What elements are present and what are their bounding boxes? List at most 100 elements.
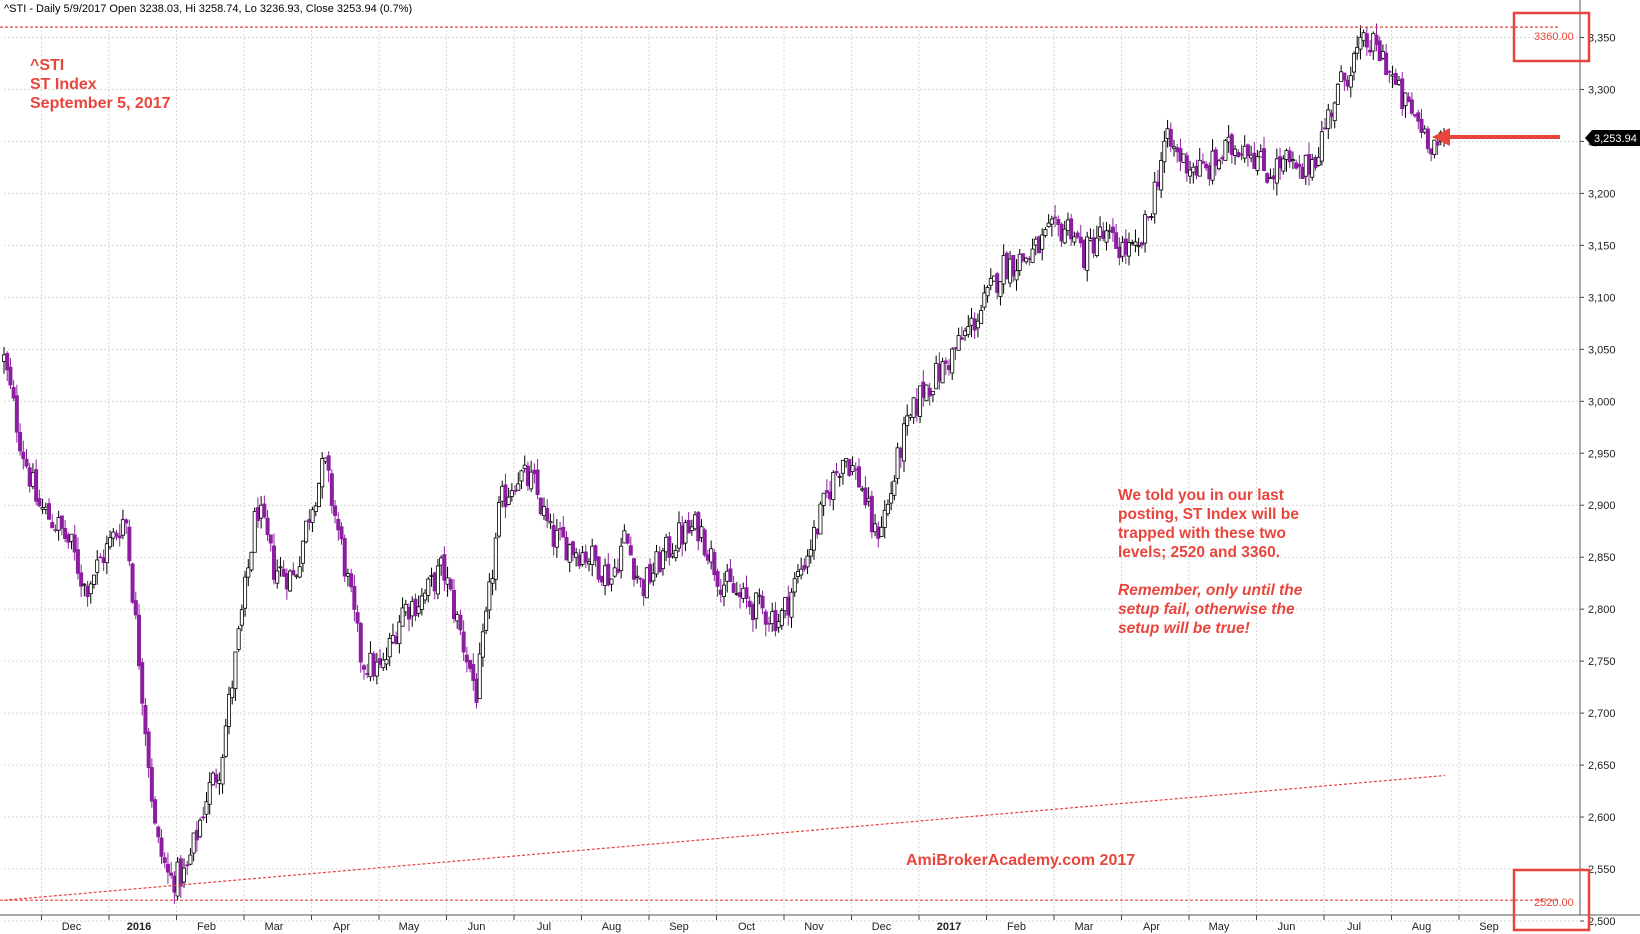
candle-body [310, 509, 315, 523]
candle-body [1316, 156, 1321, 166]
candle-body [381, 659, 386, 669]
candle-body [226, 694, 231, 727]
candle-body [1223, 139, 1228, 161]
candle-body [1037, 236, 1042, 254]
candle-body [153, 799, 158, 824]
candle-body [853, 468, 858, 471]
candle-body [1188, 169, 1193, 177]
candle-body [779, 610, 784, 626]
candle-body [866, 497, 871, 502]
candle-body [423, 592, 428, 601]
candle-body [715, 571, 720, 587]
candle-body [394, 635, 399, 644]
level-low-label: 2520.00 [1534, 897, 1574, 909]
candle-body [63, 527, 68, 539]
candle-body [786, 596, 791, 616]
y-tick-label: 3,100 [1588, 292, 1616, 304]
candle-body [1165, 128, 1170, 140]
x-tick-label: Nov [804, 921, 824, 933]
candle-body [545, 507, 550, 521]
candle-body [551, 525, 556, 547]
candle-body [930, 390, 935, 396]
candle-body [1098, 226, 1103, 237]
candle-body [982, 292, 987, 308]
candle-body [1024, 257, 1029, 263]
candle-body [532, 469, 537, 475]
candle-body [1390, 74, 1395, 77]
y-tick-label: 2,500 [1588, 916, 1616, 928]
candle-body [725, 570, 730, 582]
candle-body [1242, 145, 1247, 159]
candle-body [638, 577, 643, 580]
candle-body [429, 575, 434, 577]
x-tick-label: Aug [602, 921, 622, 933]
candle-body [204, 801, 209, 815]
candle-body [947, 364, 952, 371]
candle-body [596, 556, 601, 580]
candle-body [1027, 257, 1032, 260]
candle-body [548, 521, 553, 524]
candle-body [1001, 255, 1006, 285]
x-tick-label: Mar [1075, 921, 1094, 933]
candle-body [1049, 218, 1054, 225]
candle-body [284, 573, 289, 590]
candle-body [361, 665, 366, 670]
candle-body [1220, 157, 1225, 160]
candle-body [419, 595, 424, 610]
x-tick-label: Feb [1007, 921, 1026, 933]
candle-body [130, 563, 135, 603]
candle-body [1329, 112, 1334, 117]
candle-body [574, 552, 579, 558]
candle-body [558, 528, 563, 530]
candle-body [236, 628, 241, 650]
candle-body [8, 366, 13, 386]
candle-body [702, 529, 707, 556]
candle-body [667, 536, 672, 558]
candle-body [1210, 150, 1215, 181]
candle-body [262, 503, 267, 518]
candle-body [43, 506, 48, 510]
candle-body [1178, 148, 1183, 162]
candle-body [1352, 53, 1357, 73]
candle-body [747, 600, 752, 608]
candle-body [14, 395, 19, 433]
candle-body [590, 545, 595, 565]
candle-body [657, 551, 662, 573]
candle-body [133, 600, 138, 616]
candle-body [503, 484, 508, 508]
candle-body [1069, 218, 1074, 240]
candle-body [1265, 173, 1270, 183]
candle-body [529, 471, 534, 490]
candle-body [297, 566, 302, 578]
candle-body [1207, 165, 1212, 180]
candle-body [307, 519, 312, 523]
candle-body [435, 565, 440, 595]
candle-body [882, 509, 887, 528]
candle-body [53, 529, 58, 532]
candle-body [693, 514, 698, 530]
trendline [3, 774, 1446, 901]
candle-body [1348, 75, 1353, 88]
candle-body [564, 536, 569, 561]
candle-body [670, 553, 675, 557]
candle-body [1387, 71, 1392, 73]
candle-body [828, 491, 833, 500]
candle-body [712, 551, 717, 576]
candle-body [275, 570, 280, 584]
x-tick-label: Jun [1278, 921, 1296, 933]
candle-body [175, 861, 180, 897]
candle-body [1143, 214, 1148, 244]
candle-body [1364, 33, 1369, 48]
x-tick-label: Sep [1479, 921, 1499, 933]
candle-body [513, 490, 518, 492]
y-tick-label: 3,000 [1588, 396, 1616, 408]
candle-body [969, 317, 974, 326]
candle-body [1155, 181, 1160, 187]
candle-body [1033, 238, 1038, 246]
candle-body [59, 515, 64, 529]
x-tick-label: Aug [1412, 921, 1432, 933]
candle-body [1371, 32, 1376, 52]
candle-body [1020, 253, 1025, 261]
candle-body [243, 576, 248, 609]
